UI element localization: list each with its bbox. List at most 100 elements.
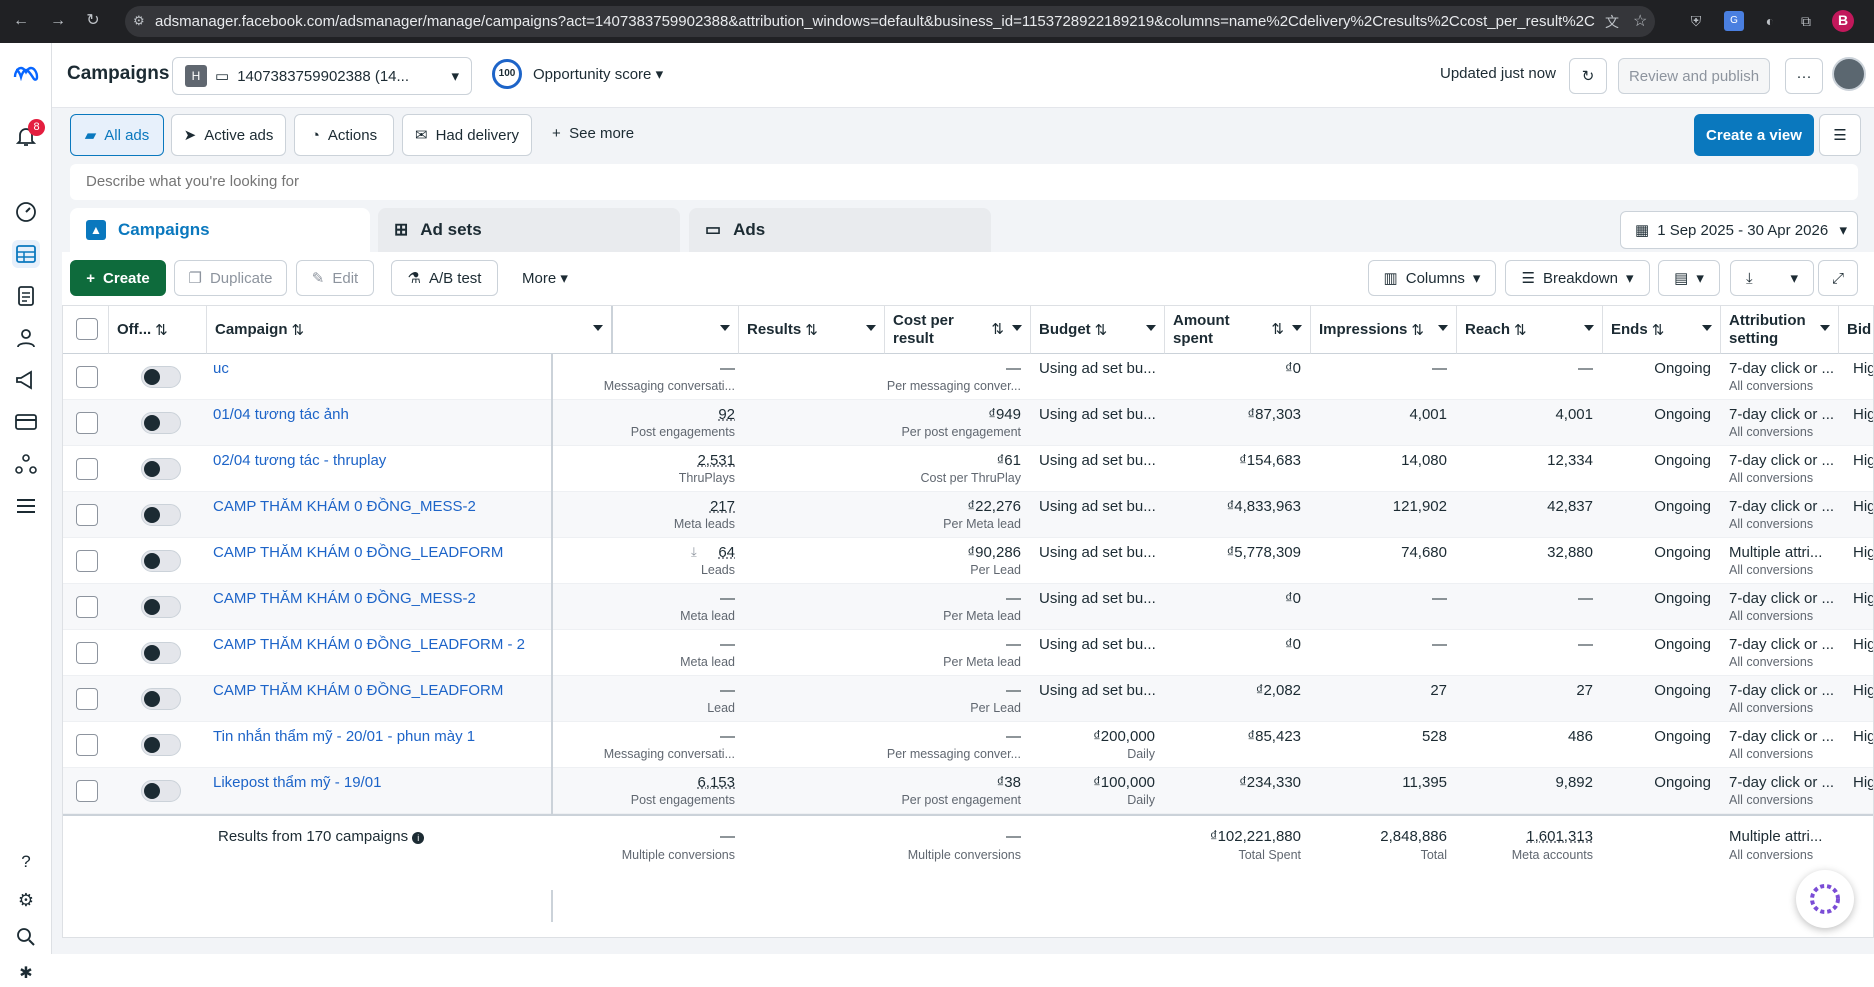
table-row[interactable]: CAMP THĂM KHÁM 0 ĐỒNG_MESS-2 217 Meta lead… xyxy=(63,492,1873,538)
row-checkbox[interactable] xyxy=(76,780,98,802)
extensions-puzzle-icon[interactable]: ⧉ xyxy=(1801,13,1811,29)
export-button[interactable]: ⤓ ▾ xyxy=(1730,260,1814,296)
create-button[interactable]: + Create xyxy=(70,260,166,296)
campaign-name-link[interactable]: Tin nhắn thẩm mỹ - 20/01 - phun mày 1 xyxy=(213,728,476,745)
row-checkbox[interactable] xyxy=(76,550,98,572)
search-bar[interactable] xyxy=(70,164,1858,200)
table-row[interactable]: Likepost thẩm mỹ - 19/01 6,153 Post engage… xyxy=(63,768,1873,814)
row-checkbox[interactable] xyxy=(76,596,98,618)
notifications-bell-icon[interactable]: 8 xyxy=(12,119,45,151)
col-header-bid-strategy[interactable]: Bid strategy xyxy=(1839,306,1873,354)
col-header-off[interactable]: Off... ⇅ xyxy=(109,306,207,354)
col-header-hidden[interactable] xyxy=(613,306,739,354)
tab-ad-sets[interactable]: ⊞ Ad sets xyxy=(378,208,680,252)
col-header-attribution[interactable]: Attribution setting xyxy=(1721,306,1839,354)
col-header-reach[interactable]: Reach ⇅ xyxy=(1457,306,1603,354)
info-icon[interactable]: i xyxy=(412,832,425,844)
meta-logo-icon[interactable] xyxy=(12,59,40,87)
more-options-button[interactable]: ··· xyxy=(1785,58,1823,94)
table-row[interactable]: Tin nhắn thẩm mỹ - 20/01 - phun mày 1 — Me… xyxy=(63,722,1873,768)
extension-circle-icon[interactable]: ◐ xyxy=(1765,13,1775,29)
campaign-toggle[interactable] xyxy=(141,780,181,802)
more-dropdown[interactable]: More ▾ xyxy=(522,269,568,287)
table-row[interactable]: CAMP THĂM KHÁM 0 ĐỒNG_LEADFORM - 2 — Meta … xyxy=(63,630,1873,676)
campaign-toggle[interactable] xyxy=(141,596,181,618)
col-header-impressions[interactable]: Impressions ⇅ xyxy=(1311,306,1457,354)
campaign-name-link[interactable]: uc xyxy=(213,360,229,377)
back-icon[interactable]: ← xyxy=(13,12,29,29)
date-range-picker[interactable]: ▦ 1 Sep 2025 - 30 Apr 2026 ▾ xyxy=(1620,211,1858,249)
settings-gear-icon[interactable]: ⚙ xyxy=(17,889,35,910)
extension-translate-icon[interactable]: G xyxy=(1724,11,1744,31)
campaign-toggle[interactable] xyxy=(141,366,181,388)
edit-button[interactable]: ✎ Edit xyxy=(296,260,374,296)
ab-test-button[interactable]: ⚗ A/B test xyxy=(391,260,498,296)
refresh-button[interactable]: ↻ xyxy=(1569,58,1607,94)
filter-active-ads[interactable]: ➤ Active ads xyxy=(171,114,286,156)
tab-ads[interactable]: ▭ Ads xyxy=(689,208,991,252)
bookmark-star-icon[interactable]: ☆ xyxy=(1633,13,1648,30)
filter-had-delivery[interactable]: ✉ Had delivery xyxy=(402,114,532,156)
translate-icon[interactable]: 文 xyxy=(1605,14,1619,30)
user-avatar[interactable] xyxy=(1832,57,1866,91)
table-row[interactable]: CAMP THĂM KHÁM 0 ĐỒNG_LEADFORM ⤓ 64 Leads ₫9… xyxy=(63,538,1873,584)
row-checkbox[interactable] xyxy=(76,412,98,434)
col-header-ends[interactable]: Ends ⇅ xyxy=(1603,306,1721,354)
row-checkbox[interactable] xyxy=(76,734,98,756)
horizontal-scrollbar-thumb[interactable] xyxy=(191,937,1191,938)
audiences-icon[interactable] xyxy=(12,324,40,352)
campaign-toggle[interactable] xyxy=(141,642,181,664)
dashboard-gauge-icon[interactable] xyxy=(12,198,40,226)
row-checkbox[interactable] xyxy=(76,458,98,480)
col-header-budget[interactable]: Budget ⇅ xyxy=(1031,306,1165,354)
breakdown-button[interactable]: ☰ Breakdown ▾ xyxy=(1505,260,1650,296)
select-all-checkbox[interactable] xyxy=(76,318,98,340)
row-checkbox[interactable] xyxy=(76,642,98,664)
campaigns-table-icon[interactable] xyxy=(12,240,40,268)
campaign-name-link[interactable]: 01/04 tương tác ảnh xyxy=(213,406,349,423)
search-input[interactable] xyxy=(86,173,1786,190)
all-tools-menu-icon[interactable] xyxy=(12,492,40,520)
duplicate-button[interactable]: ❐ Duplicate xyxy=(174,260,287,296)
columns-button[interactable]: ▥ Columns ▾ xyxy=(1368,260,1496,296)
campaign-name-link[interactable]: Likepost thẩm mỹ - 19/01 xyxy=(213,774,382,791)
table-row[interactable]: CAMP THĂM KHÁM 0 ĐỒNG_MESS-2 — Meta lead — P… xyxy=(63,584,1873,630)
tab-campaigns[interactable]: ▲ Campaigns xyxy=(70,208,370,252)
billing-card-icon[interactable] xyxy=(12,408,40,436)
campaign-name-link[interactable]: CAMP THĂM KHÁM 0 ĐỒNG_MESS-2 xyxy=(213,498,476,515)
site-info-icon[interactable]: ⚙ xyxy=(133,13,145,28)
campaign-name-link[interactable]: CAMP THĂM KHÁM 0 ĐỒNG_LEADFORM - 2 xyxy=(213,636,525,653)
forward-icon[interactable]: → xyxy=(50,12,66,29)
col-header-results[interactable]: Results ⇅ xyxy=(739,306,885,354)
campaign-name-link[interactable]: 02/04 tương tác - thruplay xyxy=(213,452,387,469)
row-checkbox[interactable] xyxy=(76,688,98,710)
megaphone-icon[interactable] xyxy=(12,366,40,394)
address-bar[interactable]: ⚙ adsmanager.facebook.com/adsmanager/man… xyxy=(125,6,1655,37)
view-settings-button[interactable]: ☰ xyxy=(1819,114,1861,156)
reports-icon[interactable] xyxy=(12,282,40,310)
col-header-cost-per-result[interactable]: Cost per result ⇅ xyxy=(885,306,1031,354)
campaign-toggle[interactable] xyxy=(141,688,181,710)
search-icon[interactable] xyxy=(12,923,40,951)
assistant-bubble[interactable] xyxy=(1796,870,1854,928)
campaign-toggle[interactable] xyxy=(141,734,181,756)
opportunity-score-dropdown[interactable]: Opportunity score ▾ xyxy=(533,65,663,83)
row-checkbox[interactable] xyxy=(76,366,98,388)
campaign-toggle[interactable] xyxy=(141,550,181,572)
create-view-button[interactable]: Create a view xyxy=(1694,114,1814,156)
profile-avatar[interactable]: B xyxy=(1832,10,1854,32)
reports-button[interactable]: ▤ ▾ xyxy=(1658,260,1720,296)
filter-actions[interactable]: ◔ Actions xyxy=(294,114,394,156)
download-leads-icon[interactable]: ⤓ xyxy=(691,544,697,559)
campaign-toggle[interactable] xyxy=(141,504,181,526)
help-icon[interactable]: ? xyxy=(21,852,31,871)
col-header-amount-spent[interactable]: Amount spent ⇅ xyxy=(1165,306,1311,354)
campaign-name-link[interactable]: CAMP THĂM KHÁM 0 ĐỒNG_MESS-2 xyxy=(213,590,476,607)
ad-account-selector[interactable]: H ▭ 1407383759902388 (14... ▾ xyxy=(172,57,472,95)
expand-button[interactable]: ⤢ xyxy=(1818,260,1858,296)
row-checkbox[interactable] xyxy=(76,504,98,526)
campaign-toggle[interactable] xyxy=(141,412,181,434)
bug-report-icon[interactable]: ✱ xyxy=(19,965,33,982)
campaign-toggle[interactable] xyxy=(141,458,181,480)
table-row[interactable]: CAMP THĂM KHÁM 0 ĐỒNG_LEADFORM — Lead — Per … xyxy=(63,676,1873,722)
